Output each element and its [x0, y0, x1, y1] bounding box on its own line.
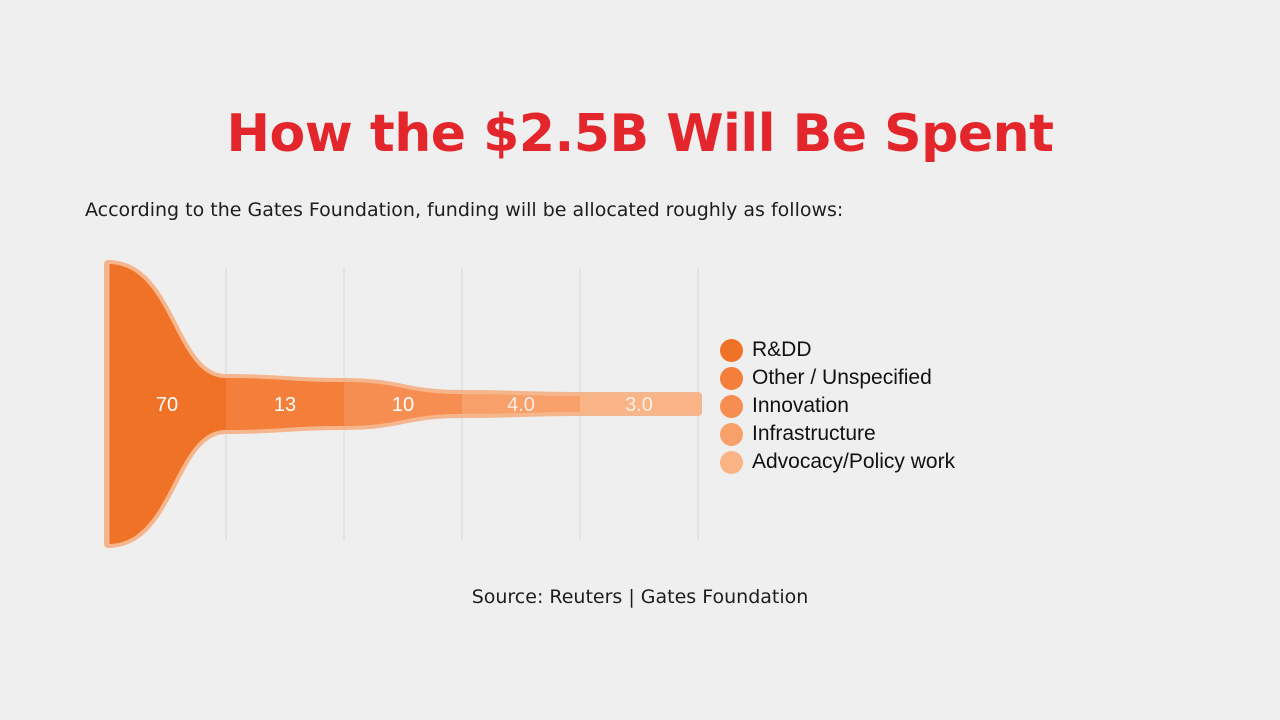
legend-item: R&DD	[720, 336, 955, 364]
funnel-segment-3	[344, 382, 462, 426]
chart-title: How the $2.5B Will Be Spent	[226, 104, 1054, 164]
data-label: 10	[392, 394, 414, 416]
legend-item: Innovation	[720, 392, 955, 420]
funnel-segment-2	[226, 378, 344, 430]
legend-swatch	[720, 338, 743, 362]
legend-item: Infrastructure	[720, 420, 955, 448]
funnel-segment-5	[580, 396, 698, 412]
data-label: 13	[274, 394, 296, 416]
data-label: 3.0	[625, 394, 653, 416]
source-note: Source: Reuters | Gates Foundation	[471, 586, 809, 608]
legend-swatch	[720, 366, 743, 390]
legend-swatch	[720, 422, 743, 446]
chart-subtitle: According to the Gates Foundation, fundi…	[85, 199, 844, 221]
legend-label: Other / Unspecified	[752, 366, 932, 389]
funnel-segment-4	[462, 394, 580, 414]
legend-swatch	[720, 450, 743, 474]
data-label: 70	[156, 394, 178, 416]
chart-legend: R&DD Other / Unspecified Innovation Infrast…	[720, 336, 955, 476]
funnel-segment-1	[108, 264, 226, 544]
legend-item: Other / Unspecified	[720, 364, 955, 392]
legend-label: R&DD	[752, 338, 812, 361]
legend-swatch	[720, 394, 743, 418]
legend-label: Advocacy/Policy work	[752, 450, 956, 473]
data-label: 4.0	[507, 394, 535, 416]
legend-item: Advocacy/Policy work	[720, 448, 955, 476]
legend-label: Innovation	[752, 394, 849, 417]
legend-label: Infrastructure	[752, 422, 876, 445]
